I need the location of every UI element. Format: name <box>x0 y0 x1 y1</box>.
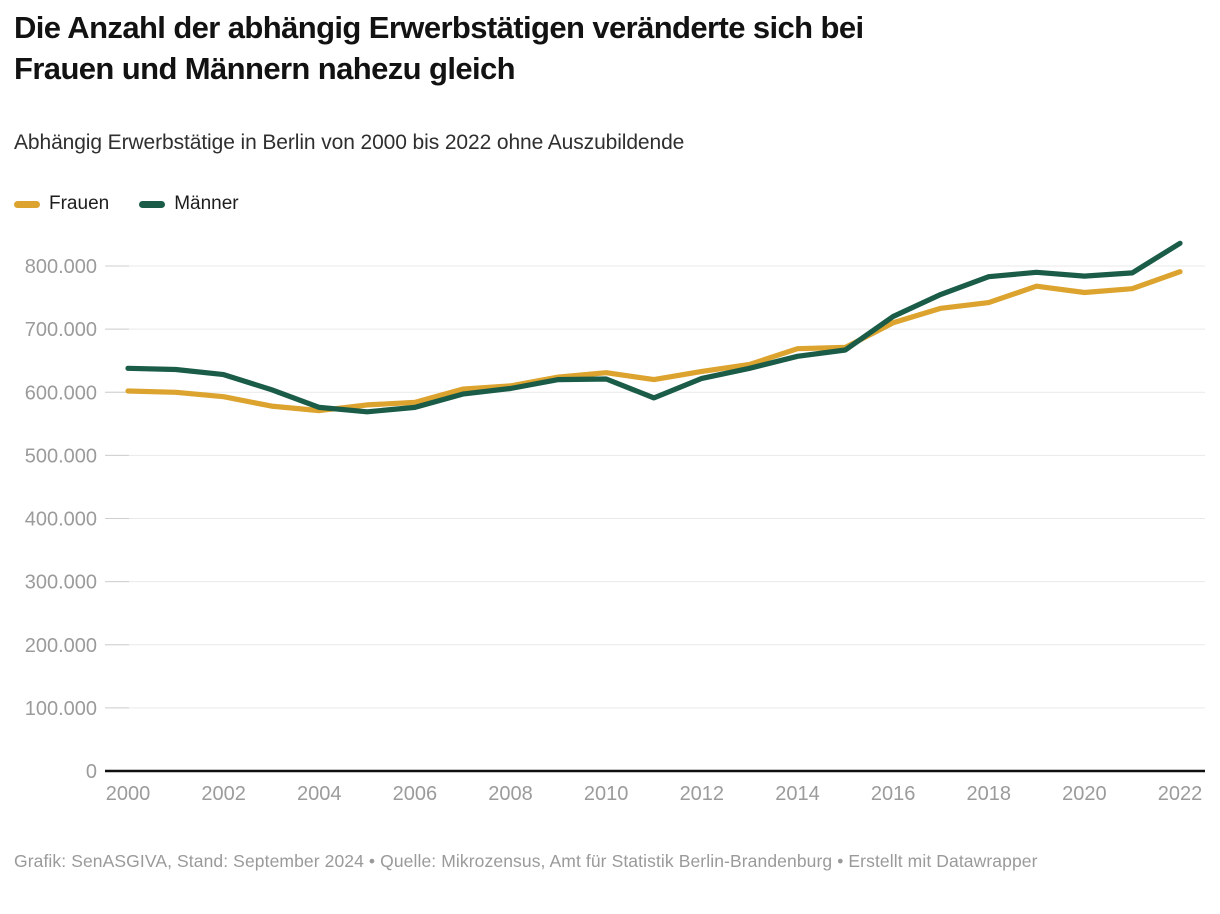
y-axis-label: 600.000 <box>25 382 97 404</box>
y-axis-label: 800.000 <box>25 256 97 278</box>
chart-title: Die Anzahl der abhängig Erwerbstätigen v… <box>14 8 1206 90</box>
line-chart: 0 100.000 200.000 300.000 400.000 500.000 600.… <box>25 240 1205 805</box>
legend: Frauen Männer <box>14 190 239 218</box>
legend-item-frauen: Frauen <box>14 193 109 215</box>
y-axis-label: 100.000 <box>25 698 97 720</box>
x-axis-label: 2006 <box>393 783 438 805</box>
legend-swatch <box>14 200 40 208</box>
y-axis-label: 500.000 <box>25 445 97 467</box>
y-axis-label: 0 <box>86 761 97 783</box>
chart-footer: Grafik: SenASGIVA, Stand: September 2024… <box>14 851 1038 871</box>
legend-label: Frauen <box>49 193 110 214</box>
legend-item-männer: Männer <box>139 193 239 215</box>
x-axis-label: 2012 <box>680 783 725 805</box>
x-axis-label: 2016 <box>871 783 916 805</box>
y-axis-label: 400.000 <box>25 509 97 531</box>
chart-title-line: Die Anzahl der abhängig Erwerbstätigen v… <box>14 10 864 45</box>
chart-subtitle: Abhängig Erwerbstätige in Berlin von 200… <box>14 131 685 154</box>
series-line-maenner <box>125 240 1183 415</box>
x-axis-label: 2018 <box>966 783 1011 805</box>
series-line-frauen <box>125 269 1183 414</box>
y-axis-label: 700.000 <box>25 319 97 341</box>
x-axis-label: 2022 <box>1158 783 1203 805</box>
legend-swatch <box>139 200 166 208</box>
x-axis-label: 2000 <box>106 783 151 805</box>
x-axis-label: 2004 <box>297 783 342 805</box>
x-axis-label: 2002 <box>201 783 246 805</box>
x-axis-label: 2020 <box>1062 783 1107 805</box>
x-axis-label: 2010 <box>584 783 629 805</box>
y-axis-label: 300.000 <box>25 572 97 594</box>
x-axis-label: 2014 <box>775 783 820 805</box>
x-axis-label: 2008 <box>488 783 533 805</box>
y-axis-label: 200.000 <box>25 635 97 657</box>
legend-label: Männer <box>174 193 239 214</box>
chart-title-line: Frauen und Männern nahezu gleich <box>14 50 516 86</box>
